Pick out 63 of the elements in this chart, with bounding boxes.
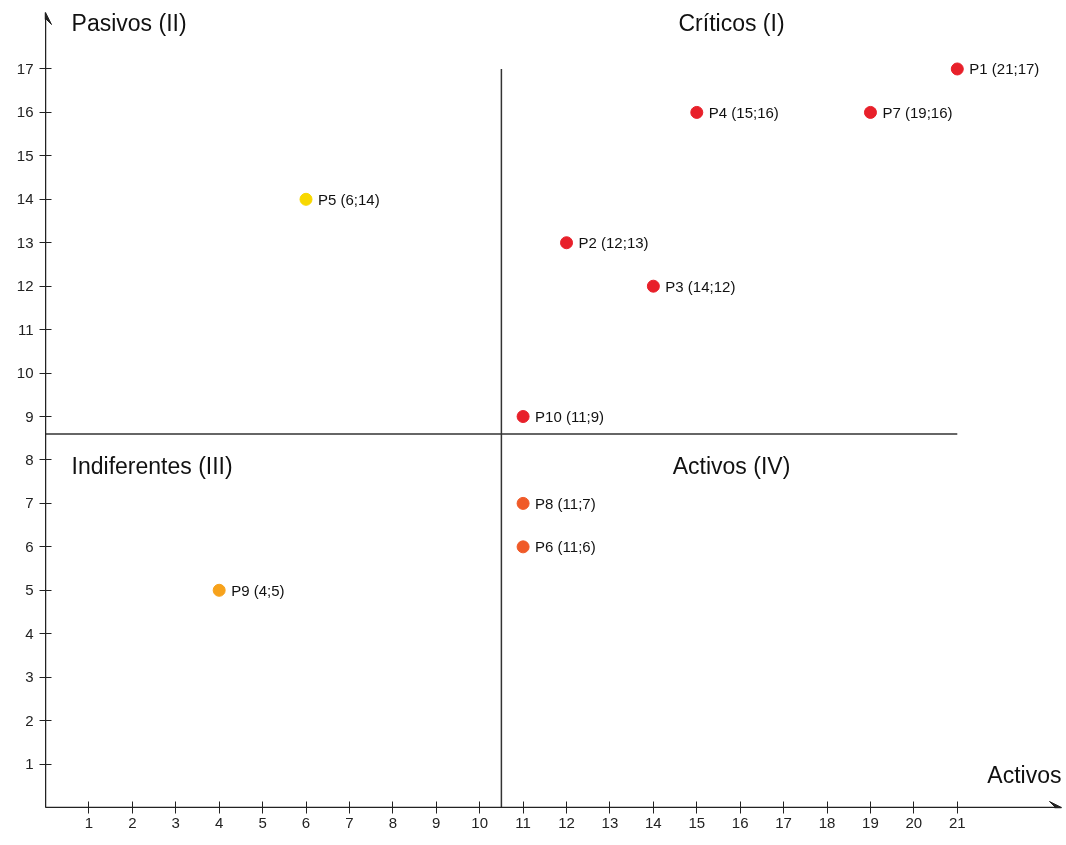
x-tick-label: 12	[558, 813, 575, 831]
point	[299, 192, 313, 206]
x-tick-label: 6	[301, 813, 311, 831]
point	[516, 496, 530, 510]
y-tick-label: 14	[16, 190, 34, 208]
y-tick-label: 12	[16, 277, 34, 295]
x-tick-label: 13	[601, 813, 619, 831]
x-tick-label: 19	[862, 813, 879, 831]
x-tick-label: 2	[128, 813, 137, 831]
y-tick-label: 11	[17, 320, 34, 338]
data-label: P4 (15;16)	[708, 103, 779, 121]
x-axis-title: Activos	[987, 761, 1062, 788]
x-tick-label: 17	[775, 813, 792, 831]
y-tick-label: 10	[16, 364, 34, 382]
point	[516, 540, 530, 554]
point	[950, 62, 964, 76]
point	[690, 105, 704, 119]
annotation: Activos (IV)	[672, 453, 791, 480]
data-label: P7 (19;16)	[882, 103, 953, 121]
x-tick-label: 1	[84, 813, 94, 831]
y-tick-label: 17	[16, 59, 34, 77]
x-tick-label: 5	[258, 813, 267, 831]
data-label: P2 (12;13)	[578, 234, 649, 252]
point	[863, 105, 877, 119]
x-tick-label: 8	[388, 813, 398, 831]
point	[212, 583, 226, 597]
data-label: P6 (11;6)	[535, 538, 596, 556]
data-label: P5 (6;14)	[318, 190, 380, 208]
y-tick-label: 8	[25, 450, 34, 468]
annotation: Pasivos (II)	[71, 10, 187, 37]
x-tick-label: 20	[905, 813, 923, 831]
y-tick-label: 16	[16, 103, 34, 121]
data-label: P8 (11;7)	[535, 494, 596, 512]
point	[560, 236, 574, 250]
y-tick-label: 1	[25, 755, 34, 773]
y-tick-label: 9	[25, 407, 34, 425]
data-label: P3 (14;12)	[665, 277, 736, 295]
x-tick-label: 15	[688, 813, 706, 831]
x-tick-label: 3	[171, 813, 180, 831]
data-label: P9 (4;5)	[231, 581, 285, 599]
y-tick-label: 13	[16, 233, 34, 251]
x-tick-label: 18	[818, 813, 836, 831]
annotation: Críticos (I)	[678, 10, 785, 37]
y-tick-label: 15	[16, 146, 34, 164]
y-tick-label: 5	[25, 581, 34, 599]
annotation: Indiferentes (III)	[71, 453, 233, 480]
data-label: P10 (11;9)	[535, 408, 605, 426]
x-tick-label: 4	[215, 813, 224, 831]
point	[646, 279, 660, 293]
x-tick-label: 14	[645, 813, 662, 831]
point	[516, 410, 530, 423]
x-tick-label: 11	[515, 813, 531, 831]
x-tick-label: 16	[731, 813, 749, 831]
y-tick-label: 6	[25, 537, 34, 555]
y-tick-label: 2	[25, 711, 34, 729]
y-tick-label: 3	[25, 668, 34, 686]
x-tick-label: 10	[471, 813, 489, 831]
x-tick-label: 7	[345, 813, 354, 831]
y-tick-label: 4	[25, 624, 34, 642]
y-tick-label: 7	[25, 494, 34, 512]
x-tick-label: 9	[432, 813, 441, 831]
data-label: P1 (21;17)	[969, 60, 1040, 78]
x-tick-label: 21	[948, 813, 966, 831]
